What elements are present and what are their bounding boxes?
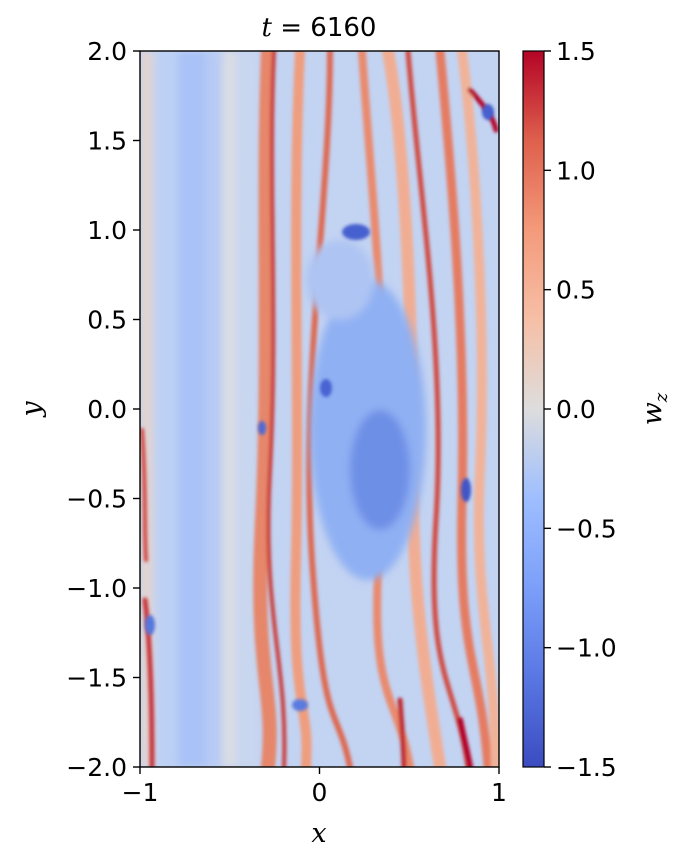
blue-eddies bbox=[145, 104, 494, 711]
colorbar-tick-label: 0.5 bbox=[556, 276, 596, 305]
colorbar bbox=[522, 50, 545, 768]
y-tick-label: 0.0 bbox=[87, 395, 127, 424]
y-ticks: 2.0 1.5 1.0 0.5 0.0 −0.5 −1.0 −1.5 −2.0 bbox=[66, 37, 140, 782]
colorbar-tick-label: −1.0 bbox=[556, 634, 617, 663]
colorbar-ticks: 1.5 1.0 0.5 0.0 −0.5 −1.0 −1.5 bbox=[544, 37, 617, 782]
y-tick-label: −2.0 bbox=[66, 753, 127, 782]
y-tick-label: −1.0 bbox=[66, 574, 127, 603]
x-tick-label: 0 bbox=[312, 778, 328, 807]
vorticity-heatmap bbox=[140, 51, 499, 767]
colorbar-tick-label: 1.5 bbox=[556, 37, 596, 66]
central-vortex bbox=[306, 240, 426, 580]
y-tick-label: 0.5 bbox=[87, 306, 127, 335]
y-tick-label: 1.0 bbox=[87, 216, 127, 245]
y-tick-label: −1.5 bbox=[66, 664, 127, 693]
left-laminar-band bbox=[142, 51, 258, 767]
colorbar-tick-label: 1.0 bbox=[556, 156, 596, 185]
x-ticks: −1 0 1 bbox=[122, 767, 507, 807]
chart-title: t = 6160 bbox=[262, 13, 377, 43]
x-axis-label: x bbox=[311, 818, 326, 849]
y-tick-label: −0.5 bbox=[66, 485, 127, 514]
colorbar-label: wz bbox=[637, 392, 672, 425]
y-axis-label: y bbox=[16, 401, 47, 418]
y-tick-label: 1.5 bbox=[87, 127, 127, 156]
x-tick-label: −1 bbox=[122, 778, 159, 807]
colorbar-tick-label: −1.5 bbox=[556, 753, 617, 782]
colorbar-tick-label: 0.0 bbox=[556, 395, 596, 424]
colorbar-tick-label: −0.5 bbox=[556, 514, 617, 543]
y-tick-label: 2.0 bbox=[87, 37, 127, 66]
x-tick-label: 1 bbox=[491, 778, 507, 807]
